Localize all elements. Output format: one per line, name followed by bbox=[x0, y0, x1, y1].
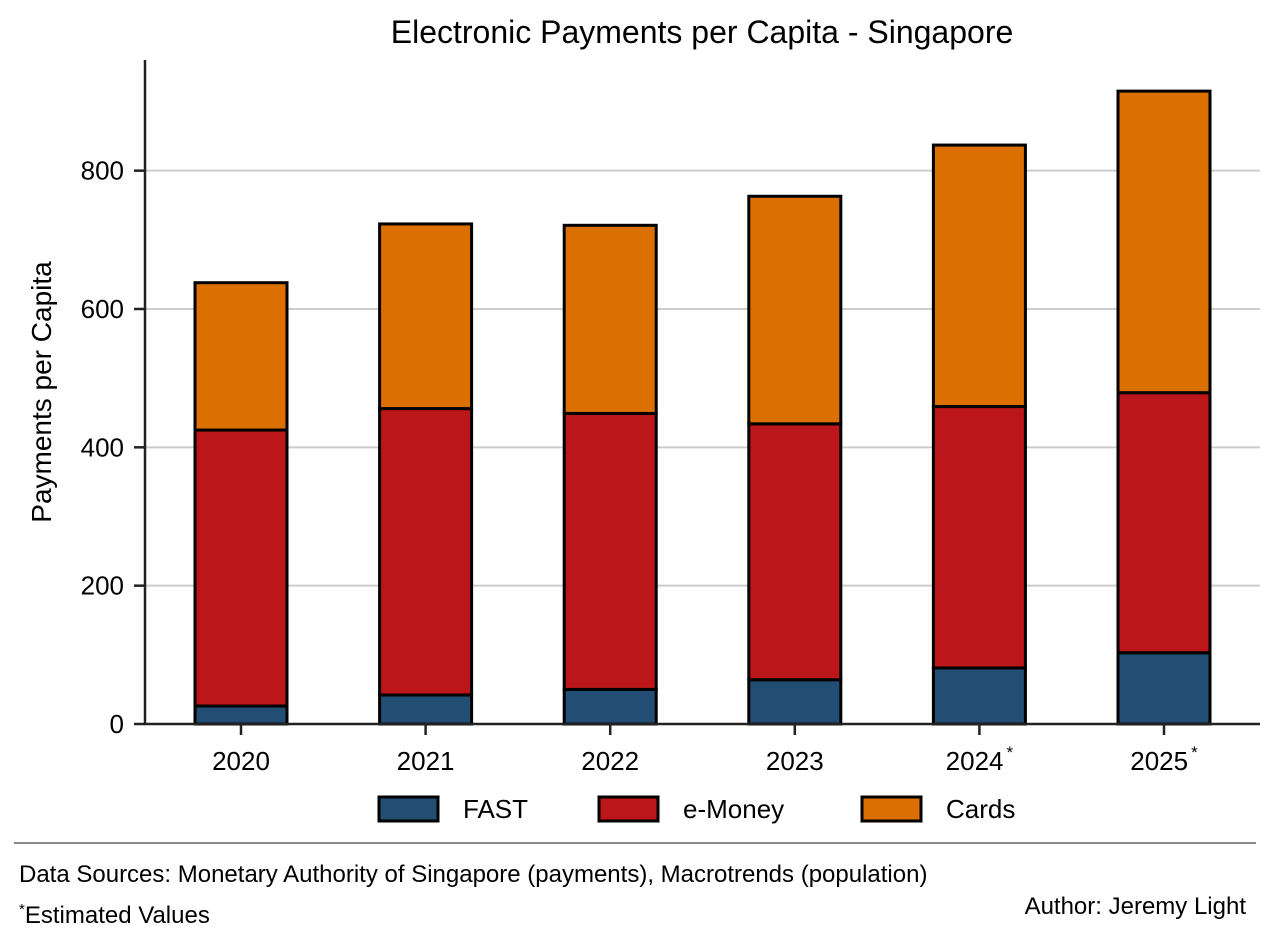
legend-swatch-e-money bbox=[597, 795, 660, 823]
bar-e-money-2021 bbox=[378, 407, 474, 697]
bar-e-money-2025 bbox=[1116, 391, 1212, 655]
bar-cards-2023 bbox=[747, 194, 843, 426]
bar-fast-2020 bbox=[193, 704, 289, 726]
y-tick-label: 400 bbox=[81, 432, 124, 462]
estimated-marker: * bbox=[19, 901, 25, 918]
bar-cards-2022 bbox=[562, 223, 658, 415]
bar-fast-2025 bbox=[1116, 651, 1212, 726]
y-tick-label: 600 bbox=[81, 294, 124, 324]
bar-e-money-2023 bbox=[747, 422, 843, 682]
bar-fast-2021 bbox=[378, 693, 474, 726]
chart-title: Electronic Payments per Capita - Singapo… bbox=[391, 14, 1014, 50]
data-sources-note: Data Sources: Monetary Authority of Sing… bbox=[19, 861, 928, 888]
y-tick-label: 0 bbox=[110, 709, 124, 739]
legend-swatch-cards bbox=[860, 795, 923, 823]
axes: 0 200 400 600 800 2020 2021 2022 2023 2024 * 2025 * bbox=[81, 60, 1260, 776]
bar-e-money-2022 bbox=[562, 411, 658, 691]
x-tick-label: 2023 bbox=[766, 746, 824, 776]
legend-swatch-fast bbox=[377, 795, 440, 823]
estimated-values-note: *Estimated Values bbox=[19, 896, 210, 930]
bar-cards-2020 bbox=[193, 281, 289, 432]
bar-cards-2025 bbox=[1116, 89, 1212, 395]
bar-cards-2021 bbox=[378, 222, 474, 411]
legend: FAST e-Money Cards bbox=[377, 794, 1015, 824]
x-tick-label: 2024 * bbox=[946, 743, 1014, 776]
y-tick-label: 800 bbox=[81, 156, 124, 186]
x-tick-label: 2022 bbox=[581, 746, 639, 776]
bar-fast-2023 bbox=[747, 678, 843, 726]
y-tick-label: 200 bbox=[81, 571, 124, 601]
bar-e-money-2020 bbox=[193, 428, 289, 708]
bar-fast-2022 bbox=[562, 687, 658, 726]
bar-e-money-2024 bbox=[931, 405, 1027, 670]
author-credit: Author: Jeremy Light bbox=[1024, 893, 1246, 920]
estimated-values-label: Estimated Values bbox=[24, 902, 210, 929]
legend-label-cards: Cards bbox=[946, 794, 1015, 824]
y-axis-label: Payments per Capita bbox=[26, 261, 57, 523]
bar-fast-2024 bbox=[931, 666, 1027, 726]
legend-label-e-money: e-Money bbox=[683, 794, 784, 824]
legend-label-fast: FAST bbox=[463, 794, 528, 824]
x-tick-label: 2021 bbox=[397, 746, 455, 776]
x-tick-label: 2025 * bbox=[1130, 743, 1198, 776]
x-tick-label: 2020 bbox=[212, 746, 270, 776]
bar-cards-2024 bbox=[931, 143, 1027, 409]
bars bbox=[193, 89, 1212, 726]
gridlines bbox=[145, 169, 1260, 587]
